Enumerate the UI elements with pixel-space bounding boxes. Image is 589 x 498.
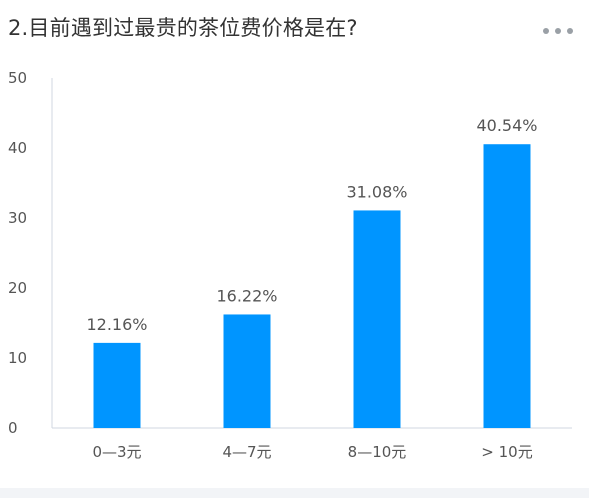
bar: [353, 210, 401, 428]
y-tick-label: 40: [8, 139, 27, 157]
bar: [483, 144, 531, 428]
x-tick-label: > 10元: [481, 443, 532, 461]
x-tick-label: 0—3元: [92, 443, 141, 461]
more-dot: [555, 28, 561, 34]
bar-chart: 0 10 20 30 40 50 12.16% 0—3元 16.22% 4—7元 31.08% 8—1…: [8, 69, 572, 461]
y-tick-label: 30: [8, 209, 27, 227]
y-tick-label: 50: [8, 69, 27, 87]
chart-title: 2.目前遇到过最贵的茶位费价格是在?: [8, 16, 358, 40]
footer-strip: [0, 488, 589, 498]
x-tick-label: 4—7元: [222, 443, 271, 461]
more-dot: [543, 28, 549, 34]
y-tick-label: 0: [8, 419, 18, 437]
y-tick-label: 10: [8, 349, 27, 367]
more-options-icon[interactable]: [543, 27, 577, 35]
more-dot: [567, 28, 573, 34]
bar: [93, 342, 141, 428]
x-tick-label: 8—10元: [348, 443, 407, 461]
data-label: 40.54%: [476, 116, 537, 135]
chart-card: 2.目前遇到过最贵的茶位费价格是在? 0 10 20 30 40 50 12.16% 0—3元…: [8, 16, 577, 461]
bar: [223, 314, 271, 428]
data-label: 16.22%: [216, 286, 277, 305]
data-label: 31.08%: [346, 182, 407, 201]
data-label: 12.16%: [86, 315, 147, 334]
y-tick-label: 20: [8, 279, 27, 297]
